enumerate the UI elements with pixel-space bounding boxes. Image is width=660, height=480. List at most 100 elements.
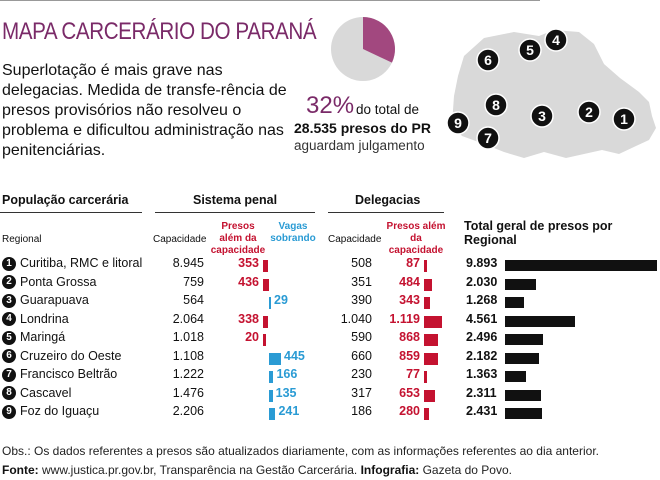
total-bar xyxy=(505,389,541,401)
rule-delegacias xyxy=(328,212,444,213)
sp-capacidade: 2.064 xyxy=(172,311,204,326)
regional-number-badge: 2 xyxy=(2,275,16,290)
del-presos-alem-value: 653 xyxy=(399,385,420,400)
rule-populacao xyxy=(0,212,142,213)
regional-label: Maringá xyxy=(20,330,66,344)
del-presos-alem-bar xyxy=(424,334,438,346)
map-marker-label: 5 xyxy=(526,42,534,58)
pie-sub-text: aguardam julgamento xyxy=(294,138,425,153)
footer-info-label: Infografia: xyxy=(360,463,420,477)
sp-capacidade: 2.206 xyxy=(172,404,204,418)
sp-capacidade: 1.476 xyxy=(172,385,204,400)
map-marker-3 xyxy=(530,104,554,128)
footer-fonte-label: Fonte: xyxy=(2,463,39,477)
regional-number-badge: 3 xyxy=(2,293,16,308)
del-capacidade: 351 xyxy=(351,274,372,289)
del-capacidade: 1.040 xyxy=(340,311,372,326)
header-del-capacidade: Capacidade xyxy=(328,234,382,245)
regional-name: 1 Curitiba, RMC e litoral xyxy=(2,256,142,271)
header-total-geral: Total geral de presos por Regional xyxy=(464,219,613,247)
total-value: 2.496 xyxy=(466,330,498,344)
map-marker-2 xyxy=(577,100,601,124)
page-title: MAPA CARCERÁRIO DO PARANÁ xyxy=(2,18,317,45)
total-value: 4.561 xyxy=(466,311,498,326)
footer-source: Fonte: www.justica.pr.gov.br, Transparên… xyxy=(2,463,512,477)
del-presos-alem-value: 868 xyxy=(399,330,420,344)
sp-vagas-bar xyxy=(269,408,276,420)
map-marker-label: 7 xyxy=(484,130,492,146)
del-presos-alem-value: 77 xyxy=(406,367,420,381)
intro-text: Superlotação é mais grave nas delegacias… xyxy=(2,62,287,159)
del-capacidade: 317 xyxy=(351,385,372,400)
del-presos-alem-value: 87 xyxy=(406,256,420,270)
map-marker-label: 3 xyxy=(538,108,546,124)
sp-presos-alem-bar xyxy=(263,278,269,291)
regional-label: Guarapuava xyxy=(20,293,89,307)
regional-number-badge: 9 xyxy=(2,404,16,419)
del-presos-alem-value: 280 xyxy=(399,404,420,418)
regional-label: Curitiba, RMC e litoral xyxy=(20,256,143,270)
regional-label: Foz do Iguaçu xyxy=(20,404,100,418)
sp-capacidade: 8.945 xyxy=(172,256,204,270)
regional-name: 6 Cruzeiro do Oeste xyxy=(2,349,121,364)
total-value: 1.363 xyxy=(466,367,498,381)
sp-capacidade: 1.222 xyxy=(172,367,204,381)
sp-vagas-value: 241 xyxy=(278,404,300,418)
map-marker-label: 1 xyxy=(620,111,628,127)
del-presos-alem-bar xyxy=(424,408,429,420)
regional-number-badge: 8 xyxy=(2,386,16,401)
del-presos-alem-value: 859 xyxy=(399,348,420,363)
footer-obs: Obs.: Os dados referentes a presos são a… xyxy=(2,444,599,458)
total-bar xyxy=(505,297,525,308)
top-rule xyxy=(0,0,540,1)
map-marker-4 xyxy=(544,28,568,52)
del-capacidade: 660 xyxy=(351,348,372,363)
total-bar xyxy=(505,352,539,364)
regional-number-badge: 1 xyxy=(2,256,16,271)
regional-name: 9 Foz do Iguaçu xyxy=(2,404,99,419)
sp-vagas-bar xyxy=(269,352,281,365)
map-marker-1 xyxy=(612,107,636,131)
del-presos-alem-bar xyxy=(424,371,427,383)
regional-name: 4 Londrina xyxy=(2,312,69,327)
map-marker-6 xyxy=(476,48,500,72)
del-presos-alem-bar xyxy=(424,352,438,365)
sp-vagas-bar xyxy=(269,389,273,402)
del-capacidade: 230 xyxy=(351,367,372,381)
del-presos-alem-bar xyxy=(424,260,427,272)
sp-presos-alem-value: 436 xyxy=(238,274,259,289)
regional-name: 7 Francisco Beltrão xyxy=(2,367,117,382)
map-marker-label: 2 xyxy=(585,104,593,120)
map-marker-8 xyxy=(484,93,508,117)
del-presos-alem-value: 484 xyxy=(399,274,420,289)
regional-label: Francisco Beltrão xyxy=(20,367,118,381)
map-marker-label: 8 xyxy=(492,97,500,113)
regional-name: 2 Ponta Grossa xyxy=(2,275,96,290)
sp-vagas-bar xyxy=(269,297,271,309)
total-value: 9.893 xyxy=(466,256,498,270)
map-marker-label: 9 xyxy=(454,115,462,131)
del-capacidade: 508 xyxy=(351,256,372,270)
sp-vagas-bar xyxy=(269,371,274,383)
header-sp-vagas: Vagas sobrando xyxy=(270,221,316,244)
header-del-presos-alem: Presos além da capacidade xyxy=(386,221,446,256)
del-presos-alem-bar xyxy=(424,315,442,328)
sp-presos-alem-value: 353 xyxy=(238,256,259,270)
sp-capacidade: 1.018 xyxy=(172,330,204,344)
header-regional: Regional xyxy=(2,234,42,245)
header-populacao: População carcerária xyxy=(2,193,129,207)
sp-presos-alem-bar xyxy=(263,315,268,328)
sp-capacidade: 759 xyxy=(183,274,204,289)
sp-vagas-value: 445 xyxy=(284,348,305,363)
parana-map: 1 2 3 4 5 6 7 8 9 xyxy=(446,28,656,158)
del-presos-alem-value: 1.119 xyxy=(389,311,420,326)
regional-name: 3 Guarapuava xyxy=(2,293,89,308)
sp-presos-alem-bar xyxy=(263,334,266,346)
total-value: 2.182 xyxy=(466,348,498,363)
sp-presos-alem-value: 20 xyxy=(245,330,259,344)
del-presos-alem-bar xyxy=(424,297,430,309)
header-sp-capacidade: Capacidade xyxy=(153,234,207,245)
total-bar xyxy=(505,315,576,327)
map-shape xyxy=(452,30,656,158)
regional-name: 5 Maringá xyxy=(2,330,65,345)
